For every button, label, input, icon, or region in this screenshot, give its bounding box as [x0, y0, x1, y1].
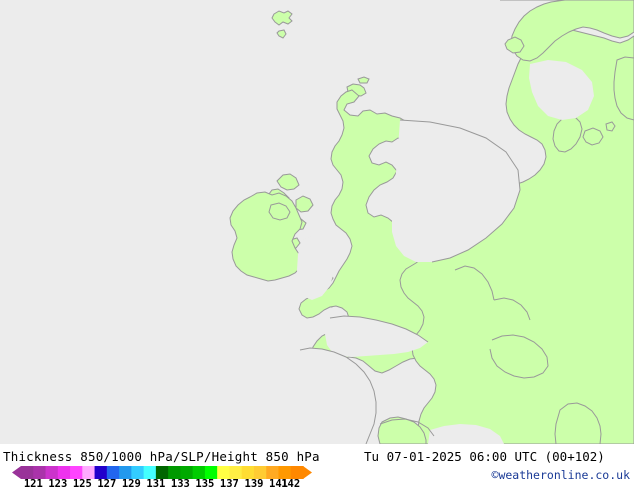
border-france-spain — [379, 418, 435, 437]
colorbar-band — [229, 466, 243, 479]
colorbar-band — [70, 466, 83, 479]
copyright-notice: ©weatheronline.co.uk — [491, 468, 630, 482]
colorbar-tick-label: 121 — [23, 478, 43, 490]
sea-overlays — [297, 60, 594, 444]
sea-bay-of-biscay — [300, 348, 376, 444]
colorbar-band — [278, 466, 292, 479]
colorbar-band — [155, 466, 169, 479]
colorbar-tick-label: 139 — [244, 478, 264, 490]
border-france-belgium — [454, 265, 495, 301]
colorbar-tick-label: 123 — [48, 478, 68, 490]
border-switzerland — [489, 334, 549, 379]
colorbar-band — [217, 466, 231, 479]
land-spain-north — [377, 416, 427, 444]
sea-irish-sea — [297, 236, 334, 300]
colorbar-band — [180, 466, 194, 479]
land-italy-fragment — [554, 402, 602, 444]
sea-north-sea — [392, 120, 520, 262]
colorbar-band — [119, 466, 132, 479]
sea-english-channel — [325, 316, 428, 357]
colorbar-band — [241, 466, 255, 479]
colorbar[interactable]: 121 123 125 127 129 131 133 135 137 139 141 142 — [12, 466, 312, 490]
run-timestamp: Tu 07-01-2025 06:00 UTC (00+102) — [364, 449, 605, 464]
colorbar-right-arrow — [303, 466, 312, 479]
map-geography — [229, 0, 634, 444]
land-ireland — [229, 191, 303, 282]
land-orkney-n — [357, 76, 370, 84]
coastline-strokes — [299, 119, 549, 444]
colorbar-tick-label: 137 — [219, 478, 239, 490]
colorbar-band — [253, 466, 267, 479]
legend-title: Thickness 850/1000 hPa/SLP/Height 850 hP… — [3, 449, 320, 464]
land-sweden-edge — [613, 56, 634, 121]
colorbar-band — [168, 466, 181, 479]
land-northern-ireland-notch — [268, 202, 291, 221]
land-norway — [500, 0, 634, 62]
colorbar-band — [143, 466, 157, 479]
colorbar-band — [106, 466, 120, 479]
land-shetland-south — [276, 29, 287, 39]
coast-channel — [329, 315, 429, 343]
colorbar-tick-label: 129 — [121, 478, 141, 490]
colorbar-band — [192, 466, 206, 479]
colorbar-band — [290, 466, 304, 479]
colorbar-band — [57, 466, 71, 479]
colorbar-tick-label: 127 — [97, 478, 117, 490]
land-denmark-islands — [582, 127, 604, 146]
land-outer-hebrides-north — [276, 173, 300, 191]
sea-skagerrak — [529, 60, 594, 120]
colorbar-band — [266, 466, 280, 479]
coast-north-sea-east — [399, 119, 521, 263]
colorbar-tick-label: 135 — [195, 478, 215, 490]
colorbar-band — [82, 466, 96, 479]
colorbar-band — [204, 466, 218, 479]
colorbar-band-group — [12, 466, 312, 479]
colorbar-tick-label: 141 — [269, 478, 288, 490]
colorbar-band — [33, 466, 47, 479]
map-canvas[interactable] — [0, 0, 634, 444]
colorbar-tick-label: 131 — [146, 478, 166, 490]
land-danish-small-isle — [605, 121, 616, 132]
coast-france-west — [299, 347, 377, 444]
colorbar-band — [131, 466, 145, 479]
colorbar-tick-label: 125 — [72, 478, 92, 490]
land-skye — [295, 195, 314, 213]
sea-mediterranean-gulf — [428, 424, 504, 444]
colorbar-tick-label: 133 — [170, 478, 190, 490]
land-norway-coast-detail — [504, 36, 525, 54]
colorbar-tick-labels: 121 123 125 127 129 131 133 135 137 139 141 142 — [12, 478, 312, 490]
land-shetland — [271, 10, 293, 26]
land-denmark-jutland — [552, 115, 583, 153]
legend-footer: Thickness 850/1000 hPa/SLP/Height 850 hP… — [0, 444, 634, 490]
border-france-germany — [493, 297, 531, 321]
colorbar-swatches — [12, 466, 312, 479]
colorbar-left-arrow — [12, 466, 21, 479]
colorbar-band — [45, 466, 59, 479]
colorbar-band — [21, 466, 34, 479]
colorbar-tick-label: 142 — [281, 478, 301, 490]
colorbar-band — [94, 466, 108, 479]
